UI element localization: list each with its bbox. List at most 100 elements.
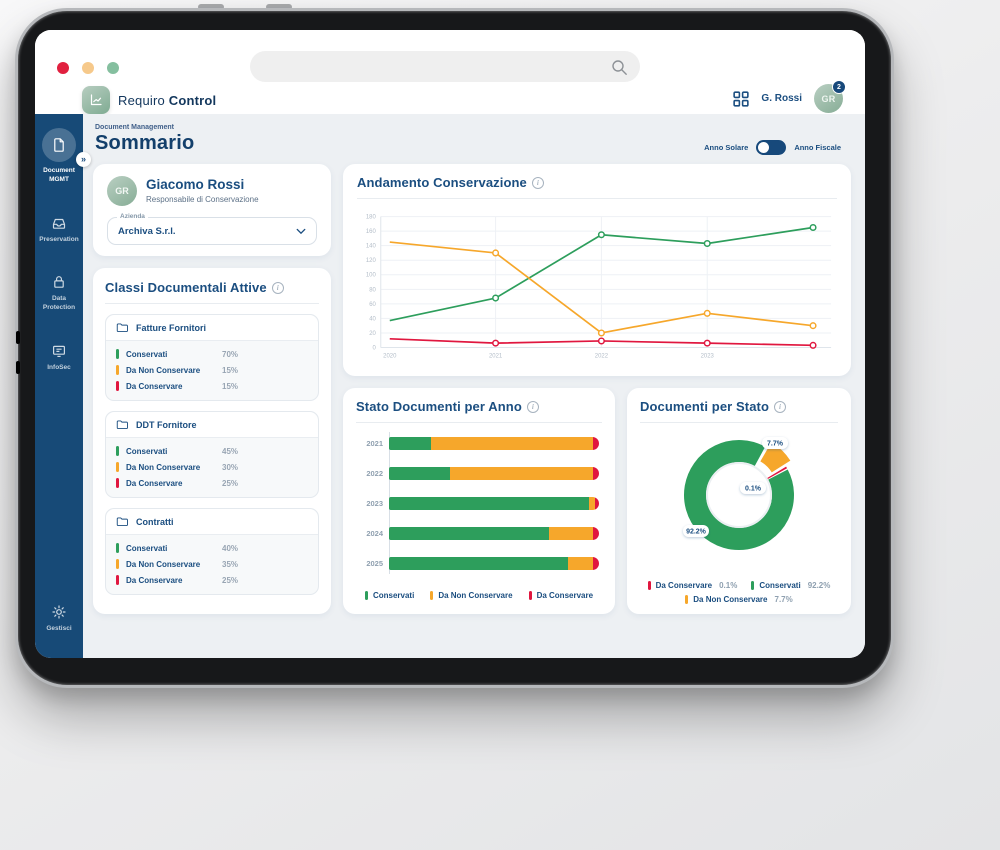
maximize-window-icon[interactable] [107, 62, 119, 74]
toggle-label-anno-fiscale: Anno Fiscale [794, 143, 841, 152]
profile-role: Responsabile di Conservazione [146, 194, 259, 204]
document-class-card: Fatture Fornitori Conservati 70% Da Non Con… [105, 314, 319, 401]
bar-chart-panel: Stato Documenti per Anno i 2021 2022 2023 2… [343, 388, 615, 614]
bar-segment [592, 466, 599, 480]
apps-grid-icon[interactable] [733, 90, 750, 107]
class-stat-row: Conservati 40% [116, 543, 308, 553]
volume-button [266, 4, 292, 10]
legend-item: Da Non Conservare 7.7% [685, 595, 793, 604]
bar-segment [431, 436, 593, 450]
info-icon[interactable]: i [271, 281, 284, 294]
status-color-tick [116, 462, 119, 472]
sidebar-item-document-mgmt[interactable]: Document MGMT [35, 128, 83, 185]
bar-chart: 2021 2022 2023 2024 2025 [356, 432, 599, 574]
bar-segment [389, 526, 549, 540]
legend-color-tick [685, 595, 689, 604]
svg-text:7.7%: 7.7% [767, 441, 784, 448]
status-label: Conservati [126, 349, 168, 359]
close-window-icon[interactable] [57, 62, 69, 74]
app-window: Requiro Control G. Rossi GR 2 Document M… [35, 30, 865, 658]
search-bar[interactable] [250, 51, 640, 82]
svg-text:2020: 2020 [383, 353, 397, 359]
document-class-card: DDT Fornitore Conservati 45% Da Non Conserv… [105, 411, 319, 498]
legend-color-tick [528, 591, 532, 600]
sidebar-item-preservation[interactable]: Preservation [35, 215, 83, 245]
breadcrumb: Document Management [95, 124, 174, 131]
user-menu[interactable]: GR 2 [814, 80, 846, 113]
main-content: Document Management Sommario Anno Solare… [83, 114, 865, 658]
status-label: Da Conservare [126, 575, 183, 585]
company-select[interactable]: Azienda Archiva S.r.l. [107, 213, 317, 245]
chevron-down-icon [296, 228, 306, 234]
sidebar-item-gestisci[interactable]: Gestisci [35, 604, 83, 634]
bar-row-2024: 2024 [356, 526, 599, 540]
toggle-label-anno-solare: Anno Solare [704, 143, 749, 152]
search-input[interactable] [250, 60, 610, 73]
status-label: Conservati [126, 543, 168, 553]
status-label: Conservati [126, 446, 168, 456]
legend-color-tick [430, 591, 434, 600]
bar-segment [389, 436, 431, 450]
info-icon[interactable]: i [531, 176, 544, 189]
sidebar-collapse-button[interactable] [76, 152, 91, 167]
legend-label: Conservati [759, 581, 801, 590]
status-value: 35% [222, 559, 239, 569]
legend-item: Da Conservare [528, 591, 593, 600]
app-logo-icon [82, 86, 110, 114]
legend-color-tick [647, 581, 651, 590]
bar-segment [389, 496, 589, 510]
bar-row-2025: 2025 [356, 556, 599, 570]
info-icon[interactable]: i [526, 400, 539, 413]
company-select-label: Azienda [117, 213, 148, 220]
bar-segment [389, 556, 568, 570]
status-label: Da Non Conservare [126, 365, 201, 375]
svg-text:2023: 2023 [701, 353, 715, 359]
brand-name: Requiro Control [118, 92, 217, 108]
status-color-tick [116, 478, 119, 488]
document-class-header[interactable]: Contratti [106, 509, 318, 535]
document-class-header[interactable]: DDT Fornitore [106, 412, 318, 438]
bar-year-label: 2024 [366, 528, 383, 538]
search-icon [612, 59, 627, 75]
bar-row-2023: 2023 [356, 496, 599, 510]
profile-name: Giacomo Rossi [146, 177, 245, 193]
bar-segment [548, 526, 593, 540]
bar-segment [588, 496, 595, 510]
status-value: 30% [222, 462, 239, 472]
sidebar-item-label: Document MGMT [43, 167, 75, 183]
class-stat-row: Conservati 45% [116, 446, 308, 456]
stacked-bar [389, 496, 599, 510]
bar-segment [449, 466, 593, 480]
monitor-icon [51, 343, 67, 359]
status-color-tick [116, 559, 119, 569]
sidebar-item-data-protection[interactable]: Data Protection [35, 274, 83, 313]
svg-text:80: 80 [369, 287, 376, 293]
document-class-header[interactable]: Fatture Fornitori [106, 315, 318, 341]
minimize-window-icon[interactable] [82, 62, 94, 74]
svg-text:20: 20 [369, 331, 376, 337]
document-class-card: Contratti Conservati 40% Da Non Conservare 3… [105, 508, 319, 595]
svg-text:2022: 2022 [595, 353, 608, 359]
status-color-tick [116, 543, 119, 553]
document-class-name: Fatture Fornitori [136, 322, 206, 333]
legend-value: 7.7% [774, 595, 793, 604]
status-color-tick [116, 365, 119, 375]
bar-row-2022: 2022 [356, 466, 599, 480]
sidebar-item-infosec[interactable]: InfoSec [35, 343, 83, 373]
class-stat-row: Conservati 70% [116, 349, 308, 359]
tablet-frame: Requiro Control G. Rossi GR 2 Document M… [15, 8, 894, 688]
document-icon [42, 128, 76, 162]
page-title: Sommario [95, 132, 195, 154]
brand[interactable]: Requiro Control [82, 86, 216, 114]
status-color-tick [116, 349, 119, 359]
info-icon[interactable]: i [774, 400, 787, 413]
class-stat-row: Da Non Conservare 30% [116, 462, 308, 472]
year-toggle-switch[interactable] [756, 140, 787, 155]
sidebar-item-label: InfoSec [47, 363, 71, 371]
svg-text:100: 100 [366, 273, 377, 279]
status-label: Da Non Conservare [126, 559, 201, 569]
status-label: Da Conservare [126, 478, 183, 488]
svg-text:60: 60 [369, 302, 376, 308]
lock-icon [51, 274, 67, 290]
bar-year-label: 2023 [366, 498, 383, 508]
